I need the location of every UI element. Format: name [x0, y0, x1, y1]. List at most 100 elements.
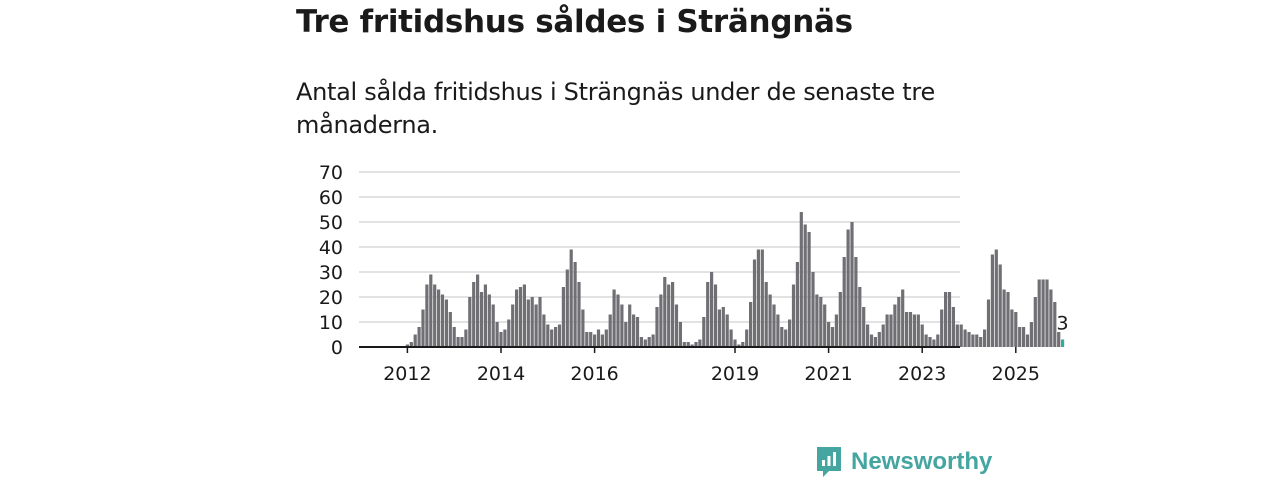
- bar: [1049, 289, 1053, 347]
- bar: [526, 299, 530, 347]
- bar: [632, 314, 636, 347]
- bar: [784, 329, 788, 347]
- bar: [916, 314, 920, 347]
- bar: [830, 327, 835, 347]
- bar: [889, 314, 893, 347]
- bar: [749, 302, 753, 347]
- bar: [710, 272, 714, 347]
- bar: [456, 337, 460, 347]
- bar: [518, 287, 523, 347]
- bar: [624, 322, 628, 347]
- bar: [585, 332, 589, 347]
- bar: [928, 337, 932, 347]
- bar: [444, 299, 448, 347]
- bar: [612, 289, 616, 347]
- bar: [725, 314, 729, 347]
- bar: [643, 339, 647, 347]
- bar: [936, 334, 940, 347]
- bar: [979, 337, 983, 347]
- bar: [405, 344, 409, 347]
- bar: [507, 319, 511, 347]
- bar: [479, 292, 484, 347]
- bar: [522, 284, 526, 347]
- bar: [694, 342, 698, 347]
- bar: [901, 289, 905, 347]
- bar: [1014, 312, 1018, 347]
- bar: [557, 324, 562, 347]
- bar: [671, 282, 675, 347]
- bar: [850, 222, 854, 347]
- bar: [651, 334, 655, 347]
- bar: [745, 329, 749, 347]
- brand-name: Newsworthy: [851, 448, 993, 475]
- bar: [862, 307, 866, 347]
- bar: [581, 309, 585, 347]
- newsworthy-brand: Newsworthy: [815, 444, 992, 480]
- bar: [483, 284, 487, 347]
- bar: [924, 334, 928, 347]
- bar: [663, 277, 667, 347]
- bar: [815, 294, 819, 347]
- bar: [706, 282, 710, 347]
- bar: [885, 314, 889, 347]
- bar: [1037, 279, 1041, 347]
- bar: [881, 324, 885, 347]
- bar: [577, 282, 581, 347]
- bar: [912, 314, 916, 347]
- x-tick-label: 2019: [711, 363, 759, 385]
- bar: [994, 249, 998, 347]
- bar: [971, 334, 975, 347]
- bars: [405, 212, 1065, 347]
- bar: [955, 324, 959, 347]
- bar: [1025, 334, 1030, 347]
- bar: [647, 337, 651, 347]
- y-tick-label: 60: [319, 187, 343, 209]
- chart-subtitle: Antal sålda fritidshus i Strängnäs under…: [296, 78, 935, 139]
- bar: [589, 332, 593, 347]
- bar: [1033, 297, 1037, 347]
- bar: [741, 342, 745, 347]
- y-tick-label: 40: [319, 237, 343, 259]
- bar: [655, 307, 659, 347]
- bar: [788, 319, 792, 347]
- bar: [573, 262, 577, 347]
- bar: [920, 324, 924, 347]
- bar: [604, 329, 608, 347]
- bar: [866, 324, 870, 347]
- bar: [1057, 332, 1061, 347]
- bar: [569, 249, 573, 347]
- bar: [460, 337, 464, 347]
- bar: [1041, 279, 1045, 347]
- bar: [1006, 292, 1010, 347]
- bar: [717, 309, 721, 347]
- bar: [425, 284, 429, 347]
- bar: [959, 324, 963, 347]
- bar: [811, 272, 815, 347]
- bar-latest: [1061, 339, 1065, 347]
- bar: [440, 294, 445, 347]
- bar: [698, 339, 702, 347]
- bar: [511, 304, 515, 347]
- bar: [639, 337, 643, 347]
- bar: [464, 329, 468, 347]
- x-tick-label: 2021: [804, 363, 852, 385]
- bar: [776, 314, 780, 347]
- bar: [908, 312, 913, 347]
- bar: [760, 249, 764, 347]
- bar: [472, 282, 476, 347]
- bar: [1022, 327, 1026, 347]
- bar: [593, 334, 597, 347]
- bar: [838, 292, 842, 347]
- bar: [554, 327, 558, 347]
- y-axis-ticks: 0 10 20 30 40 50 60 70: [319, 162, 343, 359]
- newsworthy-logo-icon: [817, 447, 841, 477]
- bar: [940, 309, 944, 347]
- bar: [780, 327, 784, 347]
- y-tick-label: 10: [319, 312, 343, 334]
- bar: [986, 299, 991, 347]
- bar: [534, 304, 538, 347]
- bar: [702, 317, 706, 347]
- bar: [491, 304, 495, 347]
- bar: [893, 304, 897, 347]
- bar: [542, 314, 546, 347]
